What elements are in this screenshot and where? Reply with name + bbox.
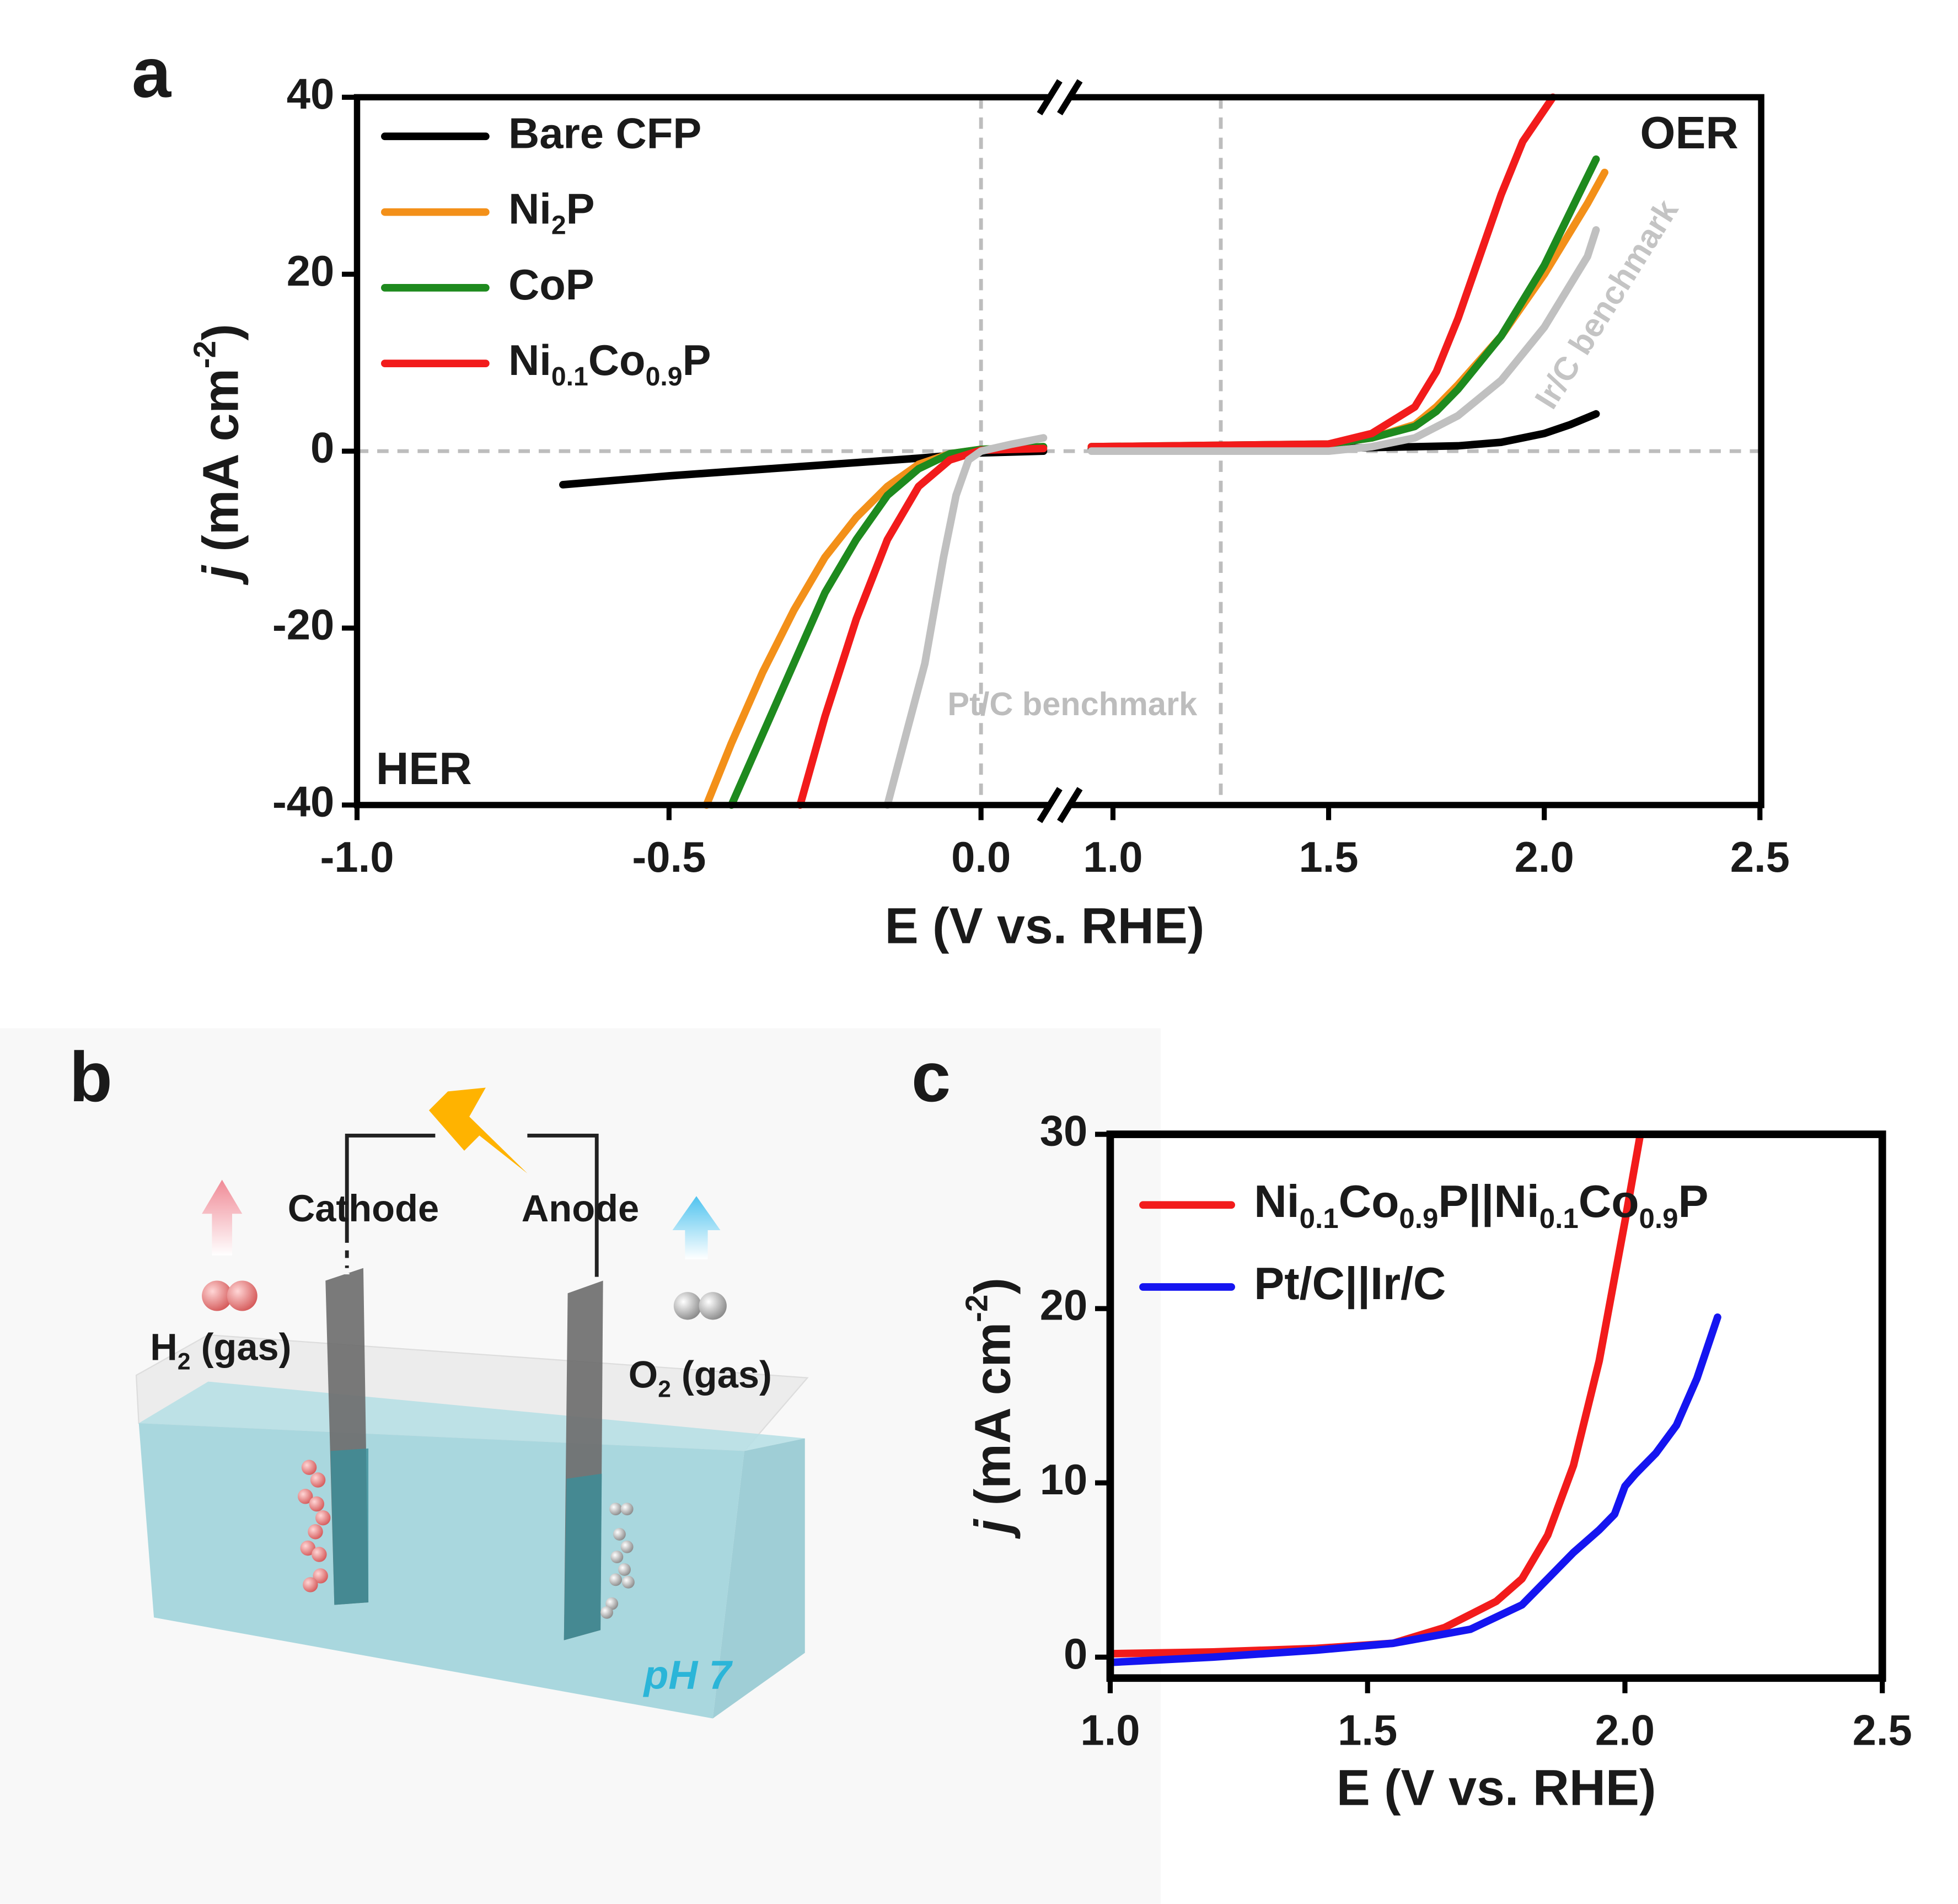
plot-frame: [1106, 1130, 1886, 1682]
panel-label: c: [911, 1038, 951, 1117]
panel-label: b: [69, 1038, 112, 1117]
x-tick-label: 2.5: [1730, 834, 1790, 881]
axis-break-mark: [1037, 79, 1063, 116]
o2-molecule: [699, 1292, 727, 1320]
y-tick-label: 0: [310, 425, 334, 472]
y-tick-label: 20: [1040, 1282, 1088, 1329]
h2-bubbles: [297, 1460, 331, 1592]
o2-label: O2 (gas): [629, 1354, 772, 1403]
x-tick-label: 1.0: [1083, 834, 1142, 881]
data-line: [1106, 1313, 1721, 1666]
x-tick-label: 2.0: [1515, 834, 1574, 881]
y-tick-label: 0: [1064, 1631, 1087, 1678]
annotation: HER: [376, 743, 472, 794]
annotation: Pt/C benchmark: [947, 685, 1198, 722]
legend-label: Bare CFP: [508, 110, 701, 157]
x-axis-label: E (V vs. RHE): [885, 898, 1205, 954]
lightning: [428, 1087, 528, 1174]
x-tick-label: 1.5: [1299, 834, 1358, 881]
y-axis-label: j (mA cm-2): [960, 1278, 1021, 1539]
legend-label: Ni0.1Co0.9P||Ni0.1Co0.9P: [1254, 1176, 1708, 1234]
anode-label: Anode: [522, 1187, 639, 1230]
arrow-up-o2: [672, 1196, 721, 1259]
legend-label: Pt/C||Ir/C: [1254, 1258, 1446, 1310]
panel: 40 20 0 -20 -40 -1.0 -0.5 0.0 1.0 1.5 2.0 2.5 E (V v…: [132, 34, 1790, 954]
legend-label: Ni0.1Co0.9P: [508, 337, 711, 391]
y-tick-label: 10: [1040, 1456, 1088, 1504]
y-axis-label: j (mA cm-2): [188, 324, 249, 585]
x-tick-label: -1.0: [320, 834, 394, 881]
panel-label: a: [132, 34, 172, 112]
h2-molecule: [227, 1280, 258, 1311]
data-line: [883, 226, 1600, 809]
cathode-label: Cathode: [288, 1187, 439, 1230]
x-tick-label: 1.5: [1338, 1707, 1397, 1754]
h2-molecule: [202, 1280, 232, 1311]
anode-submerged: [564, 1473, 602, 1640]
x-tick-label: 2.5: [1853, 1707, 1912, 1754]
axis-break-mark: [1057, 787, 1083, 823]
panel-b: b Cathode Anode H2 (gas) O2 (gas) pH 7: [0, 1028, 1161, 1904]
x-tick-label: 1.0: [1080, 1707, 1140, 1754]
x-tick-label: -0.5: [632, 834, 706, 881]
h2-label: H2 (gas): [150, 1326, 291, 1375]
o2-bubbles: [600, 1503, 635, 1619]
water-surface: [138, 1381, 805, 1451]
water-side: [712, 1438, 805, 1719]
y-tick-label: -40: [272, 778, 334, 825]
x-tick-label: 0.0: [951, 834, 1011, 881]
y-tick-label: -20: [272, 602, 334, 649]
panel: 0 10 20 30 1.0 1.5 2.0 2.5 E (V vs. RHE) j (mA cm…: [911, 1038, 1912, 1816]
x-tick-label: 2.0: [1595, 1707, 1655, 1754]
axis-break-mark: [1037, 787, 1063, 823]
ph-label: pH 7: [643, 1653, 733, 1698]
y-tick-label: 30: [1040, 1108, 1088, 1155]
x-axis-label: E (V vs. RHE): [1337, 1760, 1656, 1816]
axis-break-mark: [1057, 79, 1083, 116]
legend-label: Ni2P: [508, 185, 595, 240]
wire: [345, 1133, 436, 1268]
legend-label: CoP: [508, 261, 594, 308]
wire: [527, 1133, 599, 1277]
o2-molecule: [673, 1292, 702, 1320]
y-tick-label: 40: [287, 71, 335, 118]
annotation: OER: [1640, 108, 1738, 158]
cathode-submerged: [330, 1448, 369, 1605]
y-tick-label: 20: [287, 248, 335, 295]
annotation: Ir/C benchmark: [1527, 192, 1686, 415]
